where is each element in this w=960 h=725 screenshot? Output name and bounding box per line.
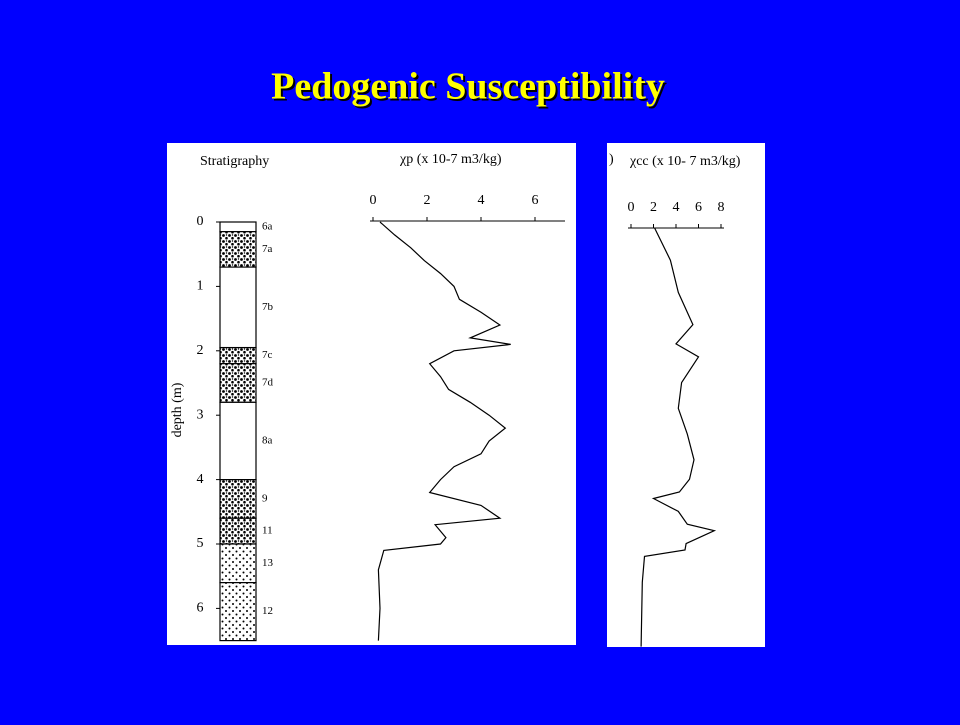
x-axis-label: χcc (x 10- 7 m3/kg) [629, 154, 741, 169]
x-tick-label: 2 [650, 200, 657, 215]
layer-label: 12 [262, 605, 273, 617]
layer [219, 479, 257, 519]
depth-label: depth (m) [170, 382, 185, 437]
x-tick-label: 6 [532, 193, 539, 208]
layer [219, 346, 257, 365]
layer [219, 401, 257, 481]
x-tick-label: 0 [628, 200, 635, 215]
layer [219, 363, 257, 403]
layer [219, 517, 257, 545]
layer [219, 543, 257, 584]
depth-tick-label: 4 [197, 472, 204, 487]
x-tick-label: 4 [673, 200, 680, 215]
depth-tick-label: 1 [197, 279, 204, 294]
x-axis-label: χp (x 10-7 m3/kg) [399, 152, 502, 167]
x-tick-label: 8 [718, 200, 725, 215]
title-shadow: Pedogenic Susceptibility [273, 68, 667, 110]
depth-tick-label: 0 [197, 214, 204, 229]
depth-tick-label: 5 [197, 536, 204, 551]
layer-label: 13 [262, 557, 274, 569]
layer-label: 6a [262, 220, 273, 232]
layer [219, 582, 257, 642]
x-tick-label: 4 [478, 193, 485, 208]
x-tick-label: 6 [695, 200, 702, 215]
layer [219, 231, 257, 268]
layer [219, 266, 257, 349]
slide-title: Pedogenic Susceptibility [271, 66, 665, 108]
x-tick-label: 2 [424, 193, 431, 208]
trace [640, 227, 717, 647]
depth-tick-label: 3 [197, 407, 204, 422]
depth-tick-label: 6 [197, 601, 204, 616]
panel [607, 143, 765, 647]
depth-tick-label: 2 [197, 343, 204, 358]
x-tick-label: 0 [370, 193, 377, 208]
layer-label: 9 [262, 492, 268, 504]
cropped-text: ) [609, 152, 614, 167]
layer-label: 11 [262, 525, 273, 537]
layer-label: 7b [262, 301, 274, 313]
trace [377, 221, 511, 641]
layer-label: 7a [262, 243, 273, 255]
layer-label: 8a [262, 434, 273, 446]
layer [219, 221, 257, 233]
layer-label: 7c [262, 349, 273, 361]
layer-label: 7d [262, 377, 274, 389]
strat-title: Stratigraphy [200, 154, 269, 169]
